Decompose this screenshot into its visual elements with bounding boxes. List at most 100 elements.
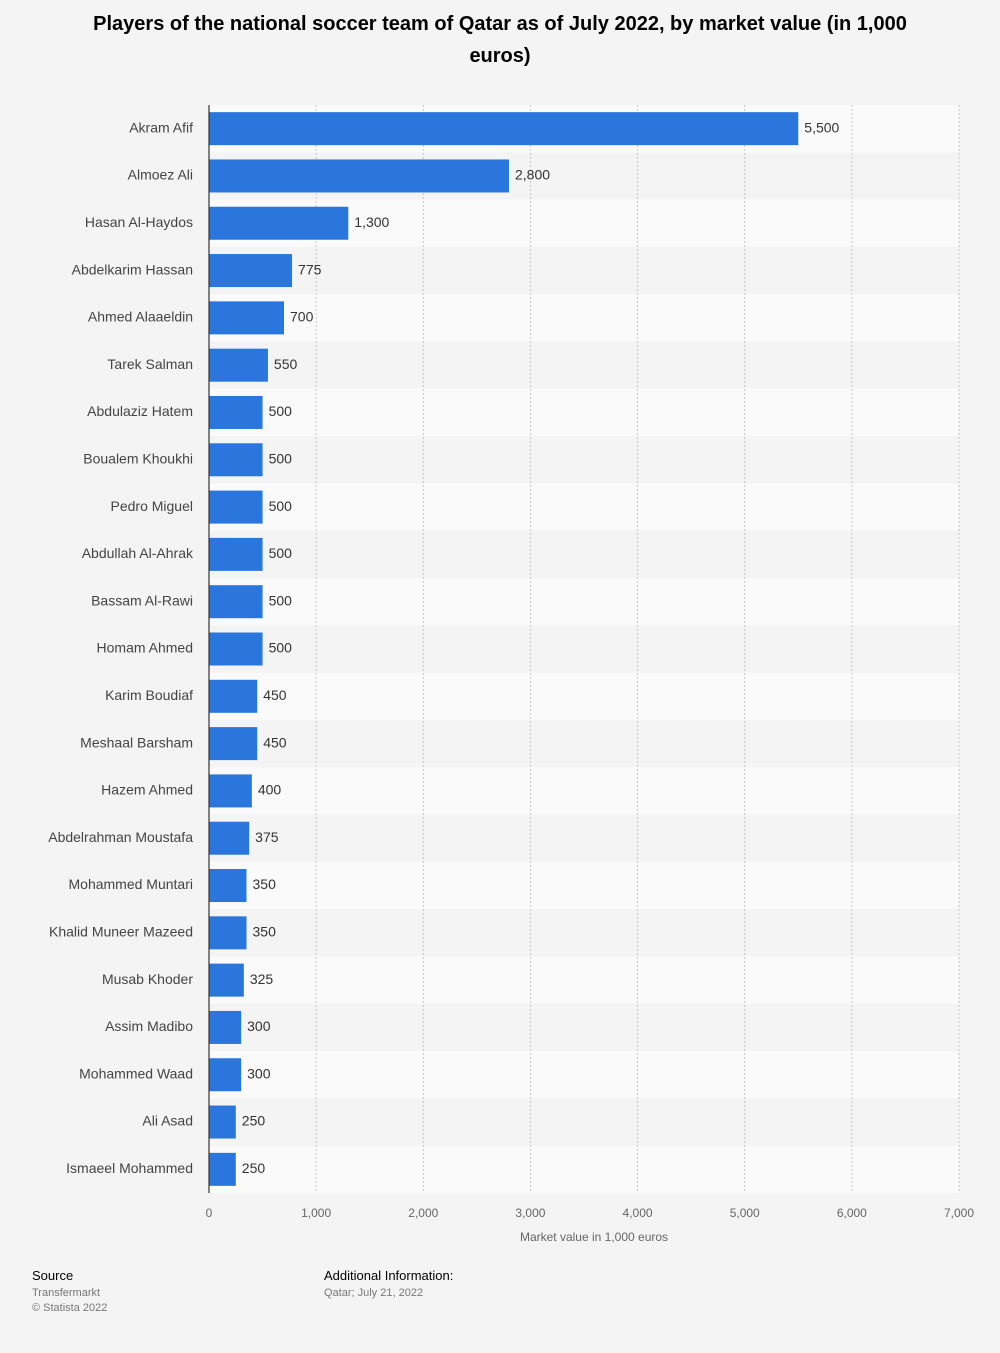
value-label: 5,500 — [804, 119, 839, 135]
row-stripe — [209, 814, 959, 862]
info-text: Qatar; July 21, 2022 — [324, 1287, 424, 1299]
bar — [209, 632, 263, 666]
x-tick-label: 5,000 — [730, 1206, 760, 1220]
x-tick-label: 0 — [206, 1206, 213, 1220]
y-tick-label: Almoez Ali — [128, 167, 193, 183]
y-tick-label: Hasan Al-Haydos — [85, 214, 193, 230]
info-heading: Additional Information: — [324, 1268, 454, 1283]
y-tick-label: Mohammed Waad — [79, 1065, 193, 1081]
x-tick-label: 7,000 — [944, 1206, 974, 1220]
chart-title: Players of the national soccer team of Q… — [93, 13, 907, 67]
bar — [209, 537, 263, 571]
bar — [209, 916, 247, 950]
y-tick-label: Abdelkarim Hassan — [72, 261, 193, 277]
value-label: 1,300 — [354, 214, 389, 230]
x-axis-label: Market value in 1,000 euros — [520, 1230, 668, 1244]
y-tick-label: Akram Afif — [129, 119, 193, 135]
bar — [209, 869, 247, 903]
bar — [209, 727, 258, 761]
value-label: 350 — [253, 876, 277, 892]
value-label: 500 — [269, 592, 293, 608]
bar — [209, 821, 250, 855]
y-tick-label: Abdulaziz Hatem — [87, 403, 193, 419]
row-stripe — [209, 861, 959, 910]
value-label: 300 — [247, 1018, 271, 1034]
row-stripe — [209, 672, 959, 720]
value-label: 500 — [269, 545, 293, 561]
bar — [209, 679, 258, 713]
row-stripe — [209, 388, 959, 437]
x-tick-label: 2,000 — [408, 1206, 438, 1220]
y-tick-label: Ahmed Alaaeldin — [88, 309, 193, 325]
source-heading: Source — [32, 1268, 74, 1283]
row-stripe — [209, 1003, 959, 1052]
value-label: 375 — [255, 829, 279, 845]
y-tick-label: Musab Khoder — [102, 971, 193, 987]
y-tick-label: Bassam Al-Rawi — [91, 592, 193, 608]
info-block: Additional Information: Qatar; July 21, … — [324, 1268, 453, 1301]
value-label: 2,800 — [515, 167, 550, 183]
y-tick-label: Mohammed Muntari — [69, 876, 194, 892]
bar — [209, 1010, 242, 1044]
source-text: Transfermarkt — [32, 1287, 101, 1299]
row-stripe — [209, 625, 959, 673]
value-label: 775 — [298, 261, 322, 277]
y-tick-label: Karim Boudiaf — [105, 687, 193, 703]
row-stripe — [209, 767, 959, 815]
copyright: © Statista 2022 — [32, 1302, 108, 1314]
value-label: 500 — [269, 403, 293, 419]
value-label: 325 — [250, 971, 274, 987]
y-tick-label: Abdullah Al-Ahrak — [82, 545, 194, 561]
row-stripe — [209, 956, 959, 1004]
value-label: 450 — [263, 687, 287, 703]
bar — [209, 348, 268, 382]
bar — [209, 395, 263, 429]
bar — [209, 1105, 236, 1139]
y-tick-label: Homam Ahmed — [97, 640, 193, 656]
source-block: Source Transfermarkt © Statista 2022 — [32, 1268, 107, 1316]
value-label: 500 — [269, 640, 293, 656]
bar — [209, 774, 252, 808]
bar — [209, 301, 284, 335]
y-tick-label: Pedro Miguel — [111, 498, 194, 514]
bar — [209, 443, 263, 477]
bar — [209, 254, 293, 288]
row-stripe — [209, 294, 959, 342]
bar — [209, 159, 509, 193]
row-stripe — [209, 578, 959, 626]
row-stripe — [209, 1051, 959, 1099]
value-label: 400 — [258, 782, 282, 798]
x-tick-label: 3,000 — [515, 1206, 545, 1220]
value-label: 250 — [242, 1160, 266, 1176]
value-label: 450 — [263, 734, 287, 750]
x-tick-label: 4,000 — [623, 1206, 653, 1220]
y-tick-label: Abdelrahman Moustafa — [48, 829, 193, 845]
y-tick-label: Meshaal Barsham — [80, 734, 193, 750]
x-tick-label: 1,000 — [301, 1206, 331, 1220]
value-label: 500 — [269, 498, 293, 514]
y-tick-label: Hazem Ahmed — [101, 782, 193, 798]
bar — [209, 206, 349, 240]
y-tick-label: Ali Asad — [142, 1113, 193, 1129]
row-stripe — [209, 1098, 959, 1146]
row-stripe — [209, 483, 959, 531]
value-label: 550 — [274, 356, 298, 372]
row-stripe — [209, 909, 959, 957]
value-label: 250 — [242, 1113, 266, 1129]
y-tick-label: Assim Madibo — [105, 1018, 193, 1034]
y-tick-label: Ismaeel Mohammed — [66, 1160, 193, 1176]
bar — [209, 1152, 236, 1186]
row-stripe — [209, 341, 959, 389]
y-tick-label: Khalid Muneer Mazeed — [49, 924, 193, 940]
y-tick-label: Boualem Khoukhi — [83, 450, 193, 466]
row-stripe — [209, 1145, 959, 1193]
value-label: 300 — [247, 1065, 271, 1081]
bar — [209, 1058, 242, 1092]
value-label: 700 — [290, 309, 314, 325]
row-stripe — [209, 530, 959, 579]
row-stripe — [209, 719, 959, 768]
bar — [209, 963, 244, 997]
